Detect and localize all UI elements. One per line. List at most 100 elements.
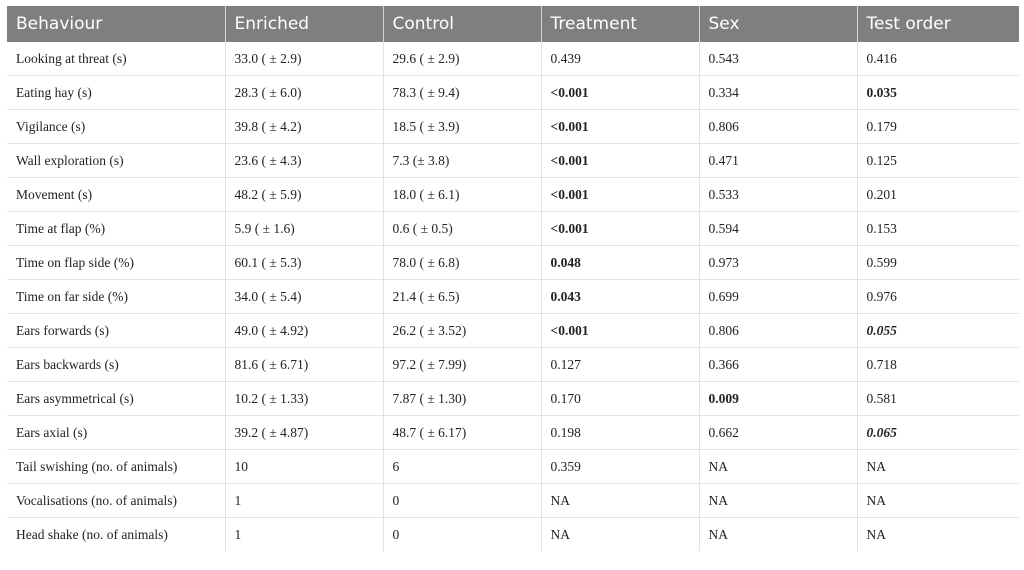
table-cell: 0.581 bbox=[857, 381, 1019, 416]
table-cell: 0.127 bbox=[541, 347, 700, 382]
table-cell: 0.065 bbox=[857, 415, 1019, 450]
column-header: Treatment bbox=[541, 6, 700, 42]
table-cell: 0 bbox=[383, 517, 542, 551]
table-cell: 48.2 ( ± 5.9) bbox=[225, 177, 384, 212]
table-cell: 0.662 bbox=[699, 415, 858, 450]
table-row: Eating hay (s) 28.3 ( ± 6.0) 78.3 ( ± 9.4)… bbox=[7, 75, 1019, 110]
table-row: Ears axial (s) 39.2 ( ± 4.87) 48.7 ( ± 6.1… bbox=[7, 415, 1019, 450]
table-cell: 49.0 ( ± 4.92) bbox=[225, 313, 384, 348]
row-label: Vocalisations (no. of animals) bbox=[7, 483, 226, 518]
table-cell: 6 bbox=[383, 449, 542, 484]
table-cell: 0.806 bbox=[699, 109, 858, 144]
table-cell: NA bbox=[857, 449, 1019, 484]
table-cell: 0.201 bbox=[857, 177, 1019, 212]
table-cell: 21.4 ( ± 6.5) bbox=[383, 279, 542, 314]
table-cell: 7.87 ( ± 1.30) bbox=[383, 381, 542, 416]
table-row: Time on flap side (%) 60.1 ( ± 5.3) 78.0 (… bbox=[7, 245, 1019, 280]
row-label: Movement (s) bbox=[7, 177, 226, 212]
row-label: Time on flap side (%) bbox=[7, 245, 226, 280]
row-label: Head shake (no. of animals) bbox=[7, 517, 226, 551]
table-cell: NA bbox=[857, 483, 1019, 518]
table-row: Tail swishing (no. of animals) 10 6 0.359 NA… bbox=[7, 449, 1019, 484]
table-cell: 0.048 bbox=[541, 245, 700, 280]
table-cell: 0.359 bbox=[541, 449, 700, 484]
table-cell: NA bbox=[541, 483, 700, 518]
table-cell: <0.001 bbox=[541, 109, 700, 144]
row-label: Vigilance (s) bbox=[7, 109, 226, 144]
table-cell: <0.001 bbox=[541, 313, 700, 348]
table-row: Ears backwards (s) 81.6 ( ± 6.71) 97.2 ( ±… bbox=[7, 347, 1019, 382]
table-body: Looking at threat (s) 33.0 ( ± 2.9) 29.6 (… bbox=[7, 42, 1019, 551]
table-cell: 0.599 bbox=[857, 245, 1019, 280]
table-cell: NA bbox=[699, 483, 858, 518]
table-cell: 5.9 ( ± 1.6) bbox=[225, 211, 384, 246]
table-cell: 10.2 ( ± 1.33) bbox=[225, 381, 384, 416]
table-cell: 0.035 bbox=[857, 75, 1019, 110]
table-cell: 33.0 ( ± 2.9) bbox=[225, 42, 384, 76]
table-cell: 0.699 bbox=[699, 279, 858, 314]
table-cell: 0 bbox=[383, 483, 542, 518]
table-cell: <0.001 bbox=[541, 177, 700, 212]
table-cell: 18.0 ( ± 6.1) bbox=[383, 177, 542, 212]
column-header: Behaviour bbox=[7, 6, 226, 42]
table-cell: 39.2 ( ± 4.87) bbox=[225, 415, 384, 450]
table-cell: 97.2 ( ± 7.99) bbox=[383, 347, 542, 382]
table-cell: 60.1 ( ± 5.3) bbox=[225, 245, 384, 280]
table-cell: 7.3 (± 3.8) bbox=[383, 143, 542, 178]
table-row: Movement (s) 48.2 ( ± 5.9) 18.0 ( ± 6.1) <0… bbox=[7, 177, 1019, 212]
header-row: Behaviour Enriched Control Treatment Sex Test… bbox=[7, 6, 1019, 42]
row-label: Time at flap (%) bbox=[7, 211, 226, 246]
row-label: Looking at threat (s) bbox=[7, 42, 226, 76]
table-cell: 0.543 bbox=[699, 42, 858, 76]
table-row: Vocalisations (no. of animals) 1 0 NA NA NA bbox=[7, 483, 1019, 518]
table-cell: <0.001 bbox=[541, 75, 700, 110]
table-cell: 0.973 bbox=[699, 245, 858, 280]
table-row: Head shake (no. of animals) 1 0 NA NA NA bbox=[7, 517, 1019, 551]
table-cell: 78.0 ( ± 6.8) bbox=[383, 245, 542, 280]
table-row: Looking at threat (s) 33.0 ( ± 2.9) 29.6 (… bbox=[7, 42, 1019, 76]
table-cell: 0.416 bbox=[857, 42, 1019, 76]
row-label: Time on far side (%) bbox=[7, 279, 226, 314]
table-cell: 0.153 bbox=[857, 211, 1019, 246]
row-label: Ears axial (s) bbox=[7, 415, 226, 450]
table-cell: 0.334 bbox=[699, 75, 858, 110]
table-cell: NA bbox=[699, 449, 858, 484]
results-table: Behaviour Enriched Control Treatment Sex Test… bbox=[7, 6, 1019, 551]
table-cell: 0.366 bbox=[699, 347, 858, 382]
table-cell: 0.439 bbox=[541, 42, 700, 76]
table-cell: NA bbox=[541, 517, 700, 551]
table-cell: 0.471 bbox=[699, 143, 858, 178]
table-cell: 39.8 ( ± 4.2) bbox=[225, 109, 384, 144]
table-cell: 81.6 ( ± 6.71) bbox=[225, 347, 384, 382]
table-cell: <0.001 bbox=[541, 211, 700, 246]
table-cell: 23.6 ( ± 4.3) bbox=[225, 143, 384, 178]
row-label: Tail swishing (no. of animals) bbox=[7, 449, 226, 484]
table-cell: 0.043 bbox=[541, 279, 700, 314]
row-label: Ears asymmetrical (s) bbox=[7, 381, 226, 416]
column-header: Test order bbox=[857, 6, 1019, 42]
table-cell: 0.594 bbox=[699, 211, 858, 246]
table-cell: 0.009 bbox=[699, 381, 858, 416]
table-cell: 0.125 bbox=[857, 143, 1019, 178]
column-header: Sex bbox=[699, 6, 858, 42]
row-label: Eating hay (s) bbox=[7, 75, 226, 110]
table-cell: 0.179 bbox=[857, 109, 1019, 144]
table-cell: 78.3 ( ± 9.4) bbox=[383, 75, 542, 110]
table-cell: 28.3 ( ± 6.0) bbox=[225, 75, 384, 110]
table-cell: 1 bbox=[225, 517, 384, 551]
table-cell: 48.7 ( ± 6.17) bbox=[383, 415, 542, 450]
table-cell: <0.001 bbox=[541, 143, 700, 178]
table-cell: NA bbox=[699, 517, 858, 551]
table-cell: 34.0 ( ± 5.4) bbox=[225, 279, 384, 314]
table-row: Ears forwards (s) 49.0 ( ± 4.92) 26.2 ( ± … bbox=[7, 313, 1019, 348]
table-row: Ears asymmetrical (s) 10.2 ( ± 1.33) 7.87 … bbox=[7, 381, 1019, 416]
row-label: Ears forwards (s) bbox=[7, 313, 226, 348]
column-header: Control bbox=[383, 6, 542, 42]
table-cell: NA bbox=[866, 526, 887, 542]
table-cell: 0.198 bbox=[541, 415, 700, 450]
table-cell: 0.533 bbox=[699, 177, 858, 212]
table-cell: 0.806 bbox=[699, 313, 858, 348]
table-cell: 0.718 bbox=[857, 347, 1019, 382]
table-cell: 26.2 ( ± 3.52) bbox=[383, 313, 542, 348]
